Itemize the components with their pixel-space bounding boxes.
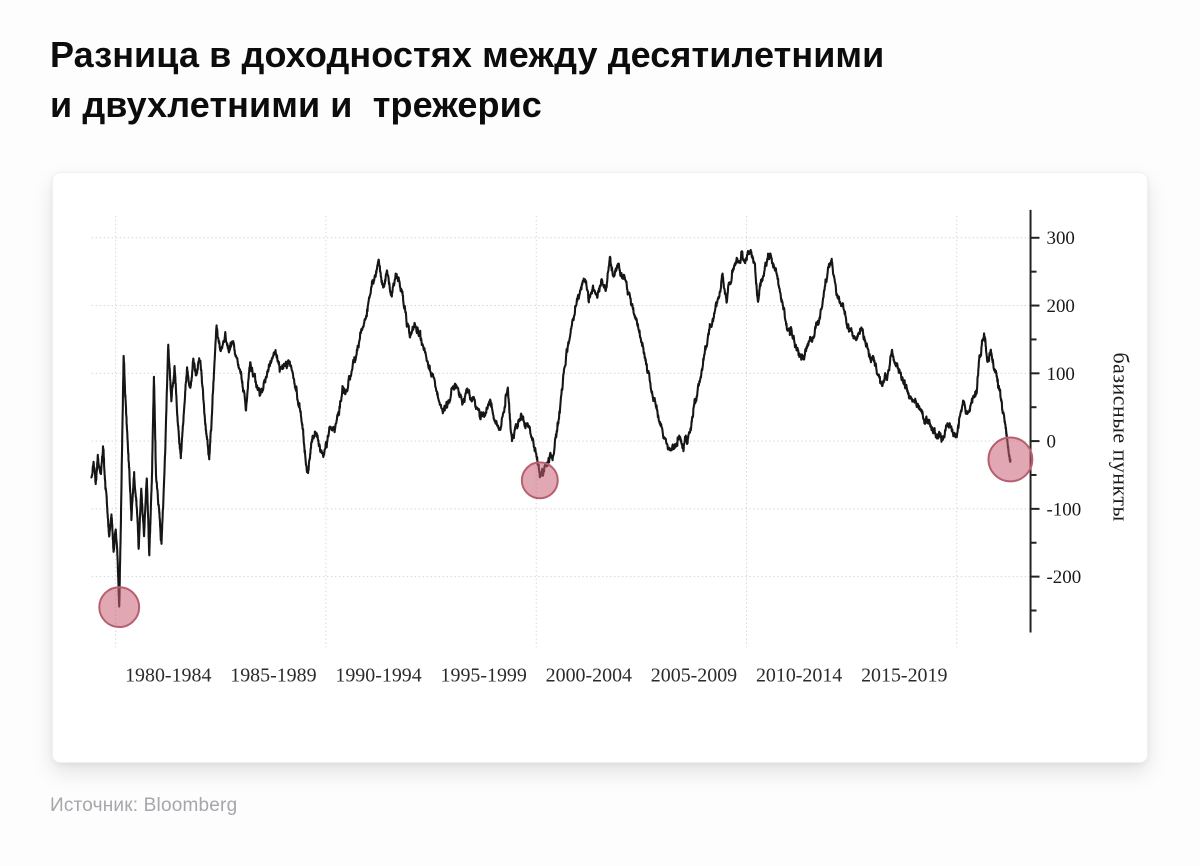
spread-chart: 300 200 100 0 -100 -200 базисные пункты 1980-19… (90, 209, 1133, 686)
y-axis-tick-label: -200 (1046, 567, 1081, 588)
y-axis-tick-label: 300 (1046, 228, 1074, 249)
x-axis-label: 2015-2019 (861, 664, 947, 686)
y-axis-title: базисные пункты (1108, 353, 1133, 522)
x-axis-label: 2000-2004 (546, 664, 632, 686)
x-axis-label: 2005-2009 (651, 664, 737, 686)
x-axis-label: 1985-1989 (230, 664, 316, 686)
y-axis-tick-label: 200 (1046, 296, 1074, 317)
inversion-highlight-circle (987, 436, 1034, 483)
spread-line (90, 248, 1012, 608)
inversion-highlight-circle (98, 586, 141, 629)
page-title: Разница в доходностях между десятилетним… (50, 30, 884, 130)
source-caption: Источник: Bloomberg (50, 795, 238, 816)
y-axis-tick-label: 0 (1046, 432, 1055, 453)
page-title-line2: и двухлетними и трежерис (50, 84, 542, 125)
x-axis-label: 1980-1984 (125, 664, 211, 686)
inversion-highlight-circle (520, 461, 559, 500)
y-axis-tick-label: -100 (1046, 499, 1081, 520)
x-axis-label: 1990-1994 (335, 664, 421, 686)
x-axis-label: 2010-2014 (756, 664, 842, 686)
page-title-line1: Разница в доходностях между десятилетним… (50, 34, 885, 75)
x-axis-label: 1995-1999 (441, 664, 527, 686)
chart-card: 300 200 100 0 -100 -200 базисные пункты 1980-19… (52, 172, 1148, 763)
y-axis-tick-label: 100 (1046, 364, 1074, 385)
